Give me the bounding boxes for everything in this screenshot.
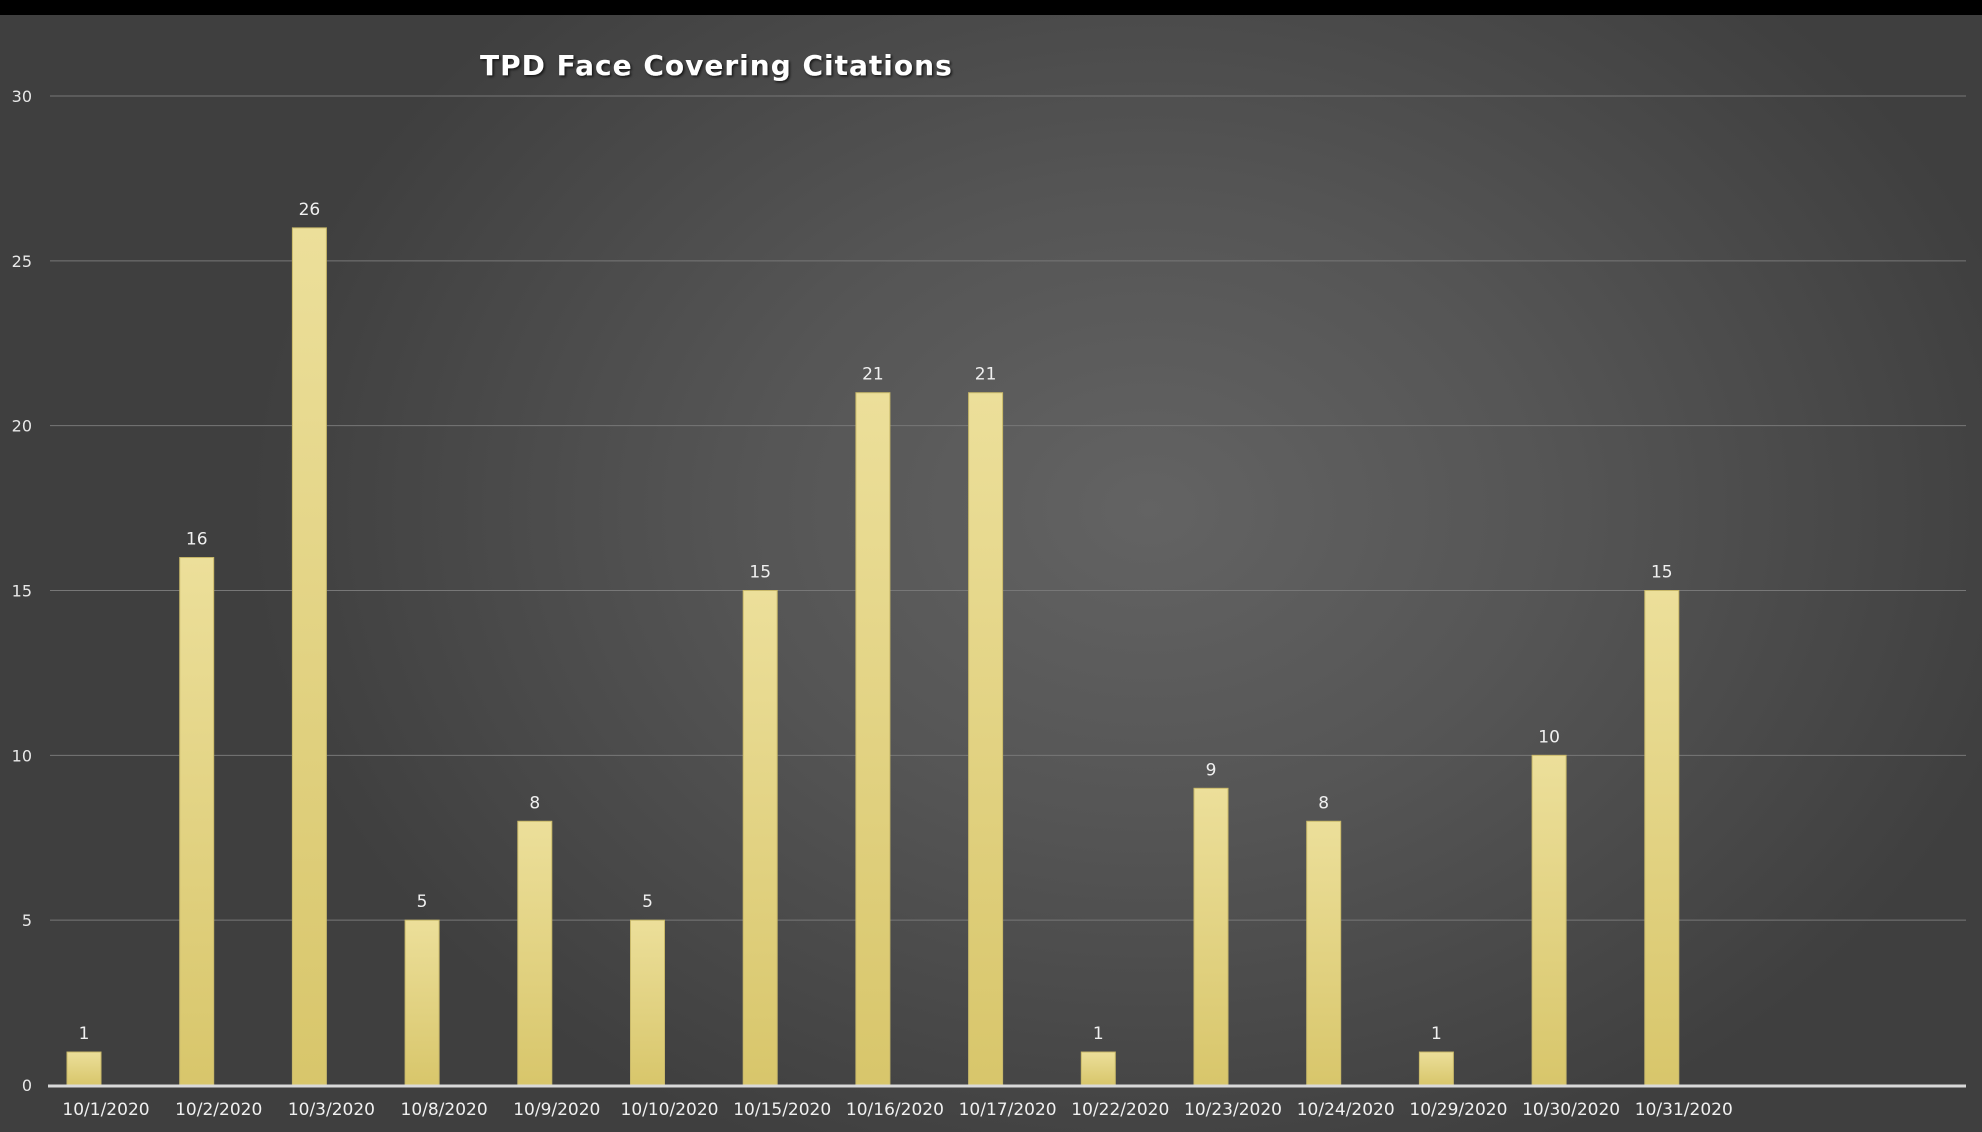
data-label: 15: [1651, 563, 1673, 583]
x-tick-label: 10/2/2020: [175, 1100, 262, 1120]
data-label: 5: [642, 892, 653, 912]
data-label: 8: [529, 793, 540, 813]
data-label: 10: [1538, 727, 1560, 747]
x-tick-label: 10/17/2020: [959, 1100, 1057, 1120]
bars: [66, 227, 1680, 1086]
bar: [630, 919, 665, 1086]
bar: [1080, 1051, 1116, 1086]
bar: [517, 820, 553, 1086]
x-tick-label: 10/16/2020: [846, 1100, 944, 1120]
x-tick-label: 10/1/2020: [62, 1100, 149, 1120]
bar: [291, 227, 327, 1086]
y-tick-label: 15: [12, 582, 32, 601]
data-label: 26: [299, 200, 321, 220]
bar: [179, 557, 215, 1086]
x-tick-label: 10/24/2020: [1297, 1100, 1395, 1120]
bar: [1418, 1051, 1454, 1086]
bar: [1306, 820, 1342, 1086]
bar: [1193, 787, 1229, 1086]
data-label: 16: [186, 530, 208, 550]
x-tick-label: 10/10/2020: [621, 1100, 719, 1120]
bar: [404, 919, 440, 1086]
data-label: 21: [862, 365, 884, 385]
bar: [1644, 590, 1680, 1086]
bar: [1531, 754, 1567, 1086]
x-tick-label: 10/30/2020: [1522, 1100, 1620, 1120]
x-tick-label: 10/8/2020: [401, 1100, 488, 1120]
data-label: 21: [975, 365, 997, 385]
chart-title: TPD Face Covering Citations: [480, 49, 953, 82]
data-label: 9: [1206, 760, 1217, 780]
bar: [968, 392, 1004, 1086]
x-tick-label: 10/23/2020: [1184, 1100, 1282, 1120]
data-label: 1: [1093, 1024, 1104, 1044]
y-tick-label: 0: [22, 1076, 32, 1095]
bar: [742, 590, 778, 1086]
y-axis: 0 5 10 15 20 25 30: [12, 87, 32, 1095]
x-axis: 10/1/2020 10/2/2020 10/3/2020 10/8/2020 10/9…: [48, 1084, 1966, 1120]
y-tick-label: 30: [12, 87, 32, 106]
x-tick-label: 10/15/2020: [733, 1100, 831, 1120]
bar: [66, 1051, 102, 1086]
y-tick-label: 20: [12, 417, 32, 436]
x-tick-label: 10/29/2020: [1409, 1100, 1507, 1120]
data-label: 8: [1318, 793, 1329, 813]
x-tick-label: 10/31/2020: [1635, 1100, 1733, 1120]
y-tick-label: 5: [22, 911, 32, 930]
data-label: 1: [1431, 1024, 1442, 1044]
data-labels: 1 16 26 5 8 5 15 21 21 1 9 8 1 10 15: [79, 200, 1673, 1044]
x-tick-label: 10/22/2020: [1071, 1100, 1169, 1120]
bar: [855, 392, 891, 1086]
x-tick-label: 10/9/2020: [513, 1100, 600, 1120]
y-tick-label: 10: [12, 746, 32, 765]
data-label: 15: [749, 563, 771, 583]
x-tick-label: 10/3/2020: [288, 1100, 375, 1120]
data-label: 1: [79, 1024, 90, 1044]
y-tick-label: 25: [12, 252, 32, 271]
data-label: 5: [417, 892, 428, 912]
